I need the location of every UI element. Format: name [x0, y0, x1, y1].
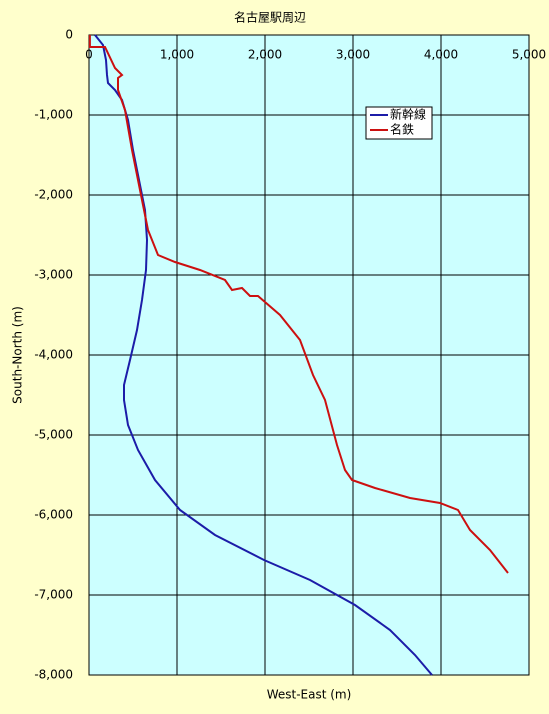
x-tick-label: 5,000 [512, 48, 546, 62]
y-tick-label: -5,000 [34, 428, 73, 442]
y-tick-label: -4,000 [34, 348, 73, 362]
x-tick-label: 2,000 [248, 48, 282, 62]
y-tick-label: -8,000 [34, 668, 73, 682]
x-tick-label: 1,000 [160, 48, 194, 62]
y-tick-label: -1,000 [34, 108, 73, 122]
x-tick-label: 4,000 [424, 48, 458, 62]
series-line [88, 35, 509, 574]
x-axis-label: West-East (m) [267, 688, 352, 702]
legend-box [365, 106, 433, 140]
y-tick-label: 0 [65, 28, 73, 42]
x-tick-label: 3,000 [336, 48, 370, 62]
legend-label: 名鉄 [390, 122, 414, 137]
y-tick-label: -7,000 [34, 588, 73, 602]
series-line [94, 34, 433, 676]
chart-title: 名古屋駅周辺 [234, 10, 306, 25]
y-tick-label: -3,000 [34, 268, 73, 282]
y-tick-label: -6,000 [34, 508, 73, 522]
y-axis-label: South-North (m) [11, 306, 25, 404]
legend-label: 新幹線 [390, 107, 426, 122]
x-tick-label: 0 [85, 48, 93, 62]
y-tick-label: -2,000 [34, 188, 73, 202]
